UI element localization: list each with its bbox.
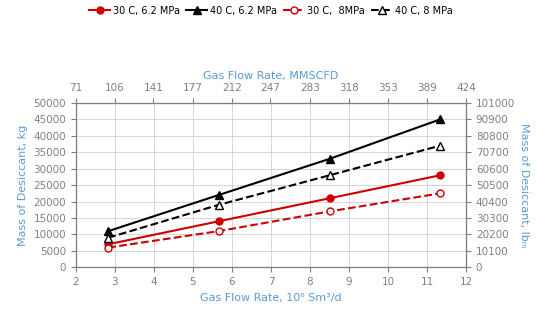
30 C, 6.2 MPa: [326, 196, 333, 200]
X-axis label: Gas Flow Rate, 10⁶ Sm³/d: Gas Flow Rate, 10⁶ Sm³/d: [200, 293, 342, 303]
30 C, 6.2 MPa: [437, 173, 443, 177]
40 C, 6.2 MPa: [105, 229, 112, 233]
40 C, 6.2 MPa: [216, 193, 222, 197]
30 C,  8MPa: [216, 229, 222, 233]
30 C,  8MPa: [437, 191, 443, 195]
40 C, 6.2 MPa: [437, 118, 443, 121]
30 C,  8MPa: [105, 246, 112, 250]
Line: 40 C, 8 MPa: 40 C, 8 MPa: [104, 142, 444, 242]
Line: 30 C, 6.2 MPa: 30 C, 6.2 MPa: [105, 172, 443, 248]
40 C, 8 MPa: [326, 173, 333, 177]
Line: 40 C, 6.2 MPa: 40 C, 6.2 MPa: [104, 115, 444, 235]
40 C, 8 MPa: [105, 236, 112, 240]
X-axis label: Gas Flow Rate, MMSCFD: Gas Flow Rate, MMSCFD: [203, 71, 339, 81]
30 C, 6.2 MPa: [105, 242, 112, 246]
30 C,  8MPa: [326, 210, 333, 213]
Line: 30 C,  8MPa: 30 C, 8MPa: [105, 190, 443, 251]
Y-axis label: Mass of Desiccant, lbₘ: Mass of Desiccant, lbₘ: [519, 123, 529, 248]
Y-axis label: Mass of Desiccant, kg: Mass of Desiccant, kg: [18, 125, 28, 246]
40 C, 8 MPa: [437, 144, 443, 148]
40 C, 6.2 MPa: [326, 157, 333, 161]
40 C, 8 MPa: [216, 203, 222, 207]
30 C, 6.2 MPa: [216, 219, 222, 223]
Legend: 30 C, 6.2 MPa, 40 C, 6.2 MPa, 30 C,  8MPa, 40 C, 8 MPa: 30 C, 6.2 MPa, 40 C, 6.2 MPa, 30 C, 8MPa…: [85, 2, 457, 19]
